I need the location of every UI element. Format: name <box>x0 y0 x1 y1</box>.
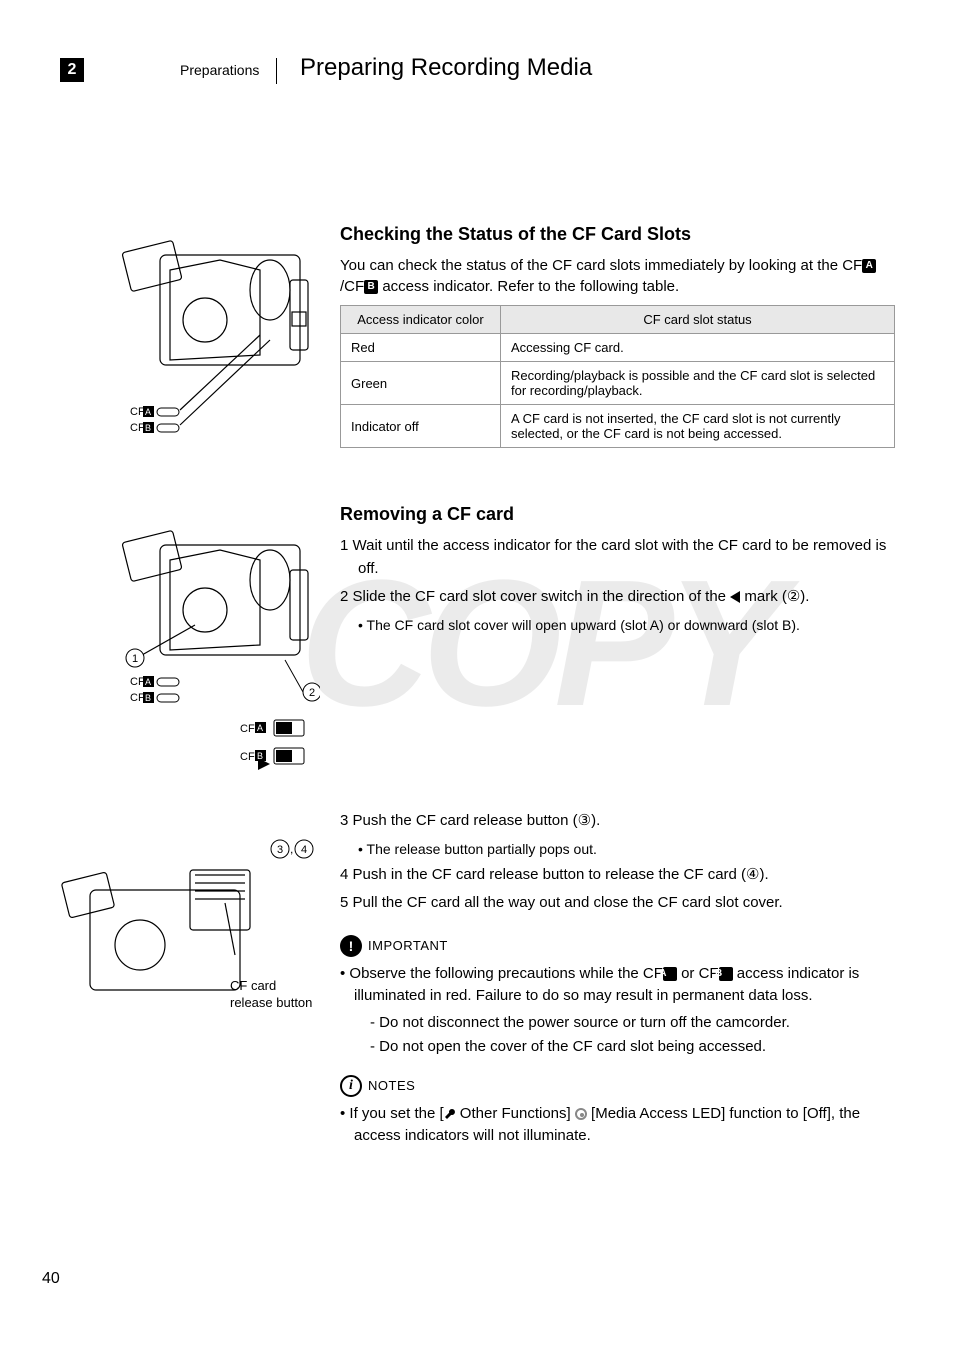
important-icon: ! <box>340 935 362 957</box>
step2-post: mark (②). <box>740 588 809 605</box>
header-divider <box>276 58 277 84</box>
svg-text:CF: CF <box>130 676 145 688</box>
cf-a-icon: A <box>663 967 677 981</box>
important-bullet1: • Observe the following precautions whil… <box>340 963 895 1008</box>
svg-text:B: B <box>145 423 151 433</box>
intro-text-mid: /CF <box>340 278 364 295</box>
notes-icon: i <box>340 1075 362 1097</box>
important-badge: ! IMPORTANT <box>340 935 448 957</box>
important-b1-pre: • Observe the following precautions whil… <box>340 965 663 982</box>
cf-b-icon: B <box>364 280 378 294</box>
cell-status-red: Accessing CF card. <box>501 334 895 362</box>
camera-cf-release-diagram: 3 , 4 <box>60 835 320 1015</box>
important-b1-mid: or CF <box>677 965 719 982</box>
step3-bullet: • The release button partially pops out. <box>340 839 895 860</box>
step-4: 4 Push in the CF card release button to … <box>340 864 895 887</box>
chapter-number-box: 2 <box>60 58 84 82</box>
cf-b-icon: B <box>719 967 733 981</box>
svg-text:A: A <box>145 677 151 687</box>
wrench-icon <box>444 1108 456 1120</box>
illustration-2: 1 CF A CF B 2 CF A CF B <box>60 530 320 795</box>
svg-text:CF: CF <box>130 422 145 434</box>
svg-text:3: 3 <box>277 844 283 856</box>
svg-text:A: A <box>145 407 151 417</box>
svg-text:,: , <box>290 842 293 856</box>
chapter-title: Preparing Recording Media <box>300 54 592 82</box>
cell-color-off: Indicator off <box>341 405 501 448</box>
camera-cf-status-diagram: CF A CF B <box>60 240 320 450</box>
table-row: Green Recording/playback is possible and… <box>341 362 895 405</box>
important-label: IMPORTANT <box>368 938 448 953</box>
notes-bullet: • If you set the [ Other Functions] [Med… <box>340 1103 895 1148</box>
cell-color-red: Red <box>341 334 501 362</box>
step2-bullet: • The CF card slot cover will open upwar… <box>340 615 895 636</box>
svg-text:B: B <box>257 751 263 761</box>
triangle-left-icon <box>730 591 740 603</box>
notes-label: NOTES <box>368 1078 415 1093</box>
svg-text:B: B <box>145 693 151 703</box>
intro-text-post: access indicator. Refer to the following… <box>378 278 679 295</box>
section1-intro: You can check the status of the CF card … <box>340 255 895 297</box>
illustration-1: CF A CF B <box>60 240 320 455</box>
svg-text:CF: CF <box>240 751 255 763</box>
notes-badge: i NOTES <box>340 1075 415 1097</box>
step-1: 1 Wait until the access indicator for th… <box>340 535 895 580</box>
cell-status-off: A CF card is not inserted, the CF card s… <box>501 405 895 448</box>
illustration-3: 3 , 4 CF card release button <box>60 835 320 1012</box>
cell-color-green: Green <box>341 362 501 405</box>
step-3: 3 Push the CF card release button (③). <box>340 810 895 833</box>
notes-mid: Other Functions] <box>456 1105 575 1122</box>
cf-status-table: Access indicator color CF card slot stat… <box>340 305 895 448</box>
table-row: Red Accessing CF card. <box>341 334 895 362</box>
svg-text:CF: CF <box>130 406 145 418</box>
important-dash1: - Do not disconnect the power source or … <box>340 1012 895 1035</box>
camera-cf-cover-diagram: 1 CF A CF B 2 CF A CF B <box>60 530 320 790</box>
selector-icon <box>575 1108 587 1120</box>
cell-status-green: Recording/playback is possible and the C… <box>501 362 895 405</box>
step2-pre: 2 Slide the CF card slot cover switch in… <box>340 588 730 605</box>
svg-text:1: 1 <box>132 653 138 665</box>
step-2: 2 Slide the CF card slot cover switch in… <box>340 586 895 609</box>
notes-pre: • If you set the [ <box>340 1105 444 1122</box>
svg-text:2: 2 <box>309 687 315 699</box>
svg-text:CF: CF <box>130 692 145 704</box>
svg-text:CF: CF <box>240 723 255 735</box>
svg-text:A: A <box>257 723 263 733</box>
page-number: 40 <box>42 1270 60 1288</box>
section2-heading: Removing a CF card <box>340 504 895 525</box>
step-5: 5 Pull the CF card all the way out and c… <box>340 892 895 915</box>
intro-text-pre: You can check the status of the CF card … <box>340 257 862 274</box>
cf-a-icon: A <box>862 259 876 273</box>
table-header-col2: CF card slot status <box>501 306 895 334</box>
table-header-col1: Access indicator color <box>341 306 501 334</box>
chapter-label: Preparations <box>180 62 259 78</box>
section1-heading: Checking the Status of the CF Card Slots <box>340 224 895 245</box>
important-dash2: - Do not open the cover of the CF card s… <box>340 1036 895 1059</box>
table-row: Indicator off A CF card is not inserted,… <box>341 405 895 448</box>
svg-text:4: 4 <box>301 844 307 856</box>
